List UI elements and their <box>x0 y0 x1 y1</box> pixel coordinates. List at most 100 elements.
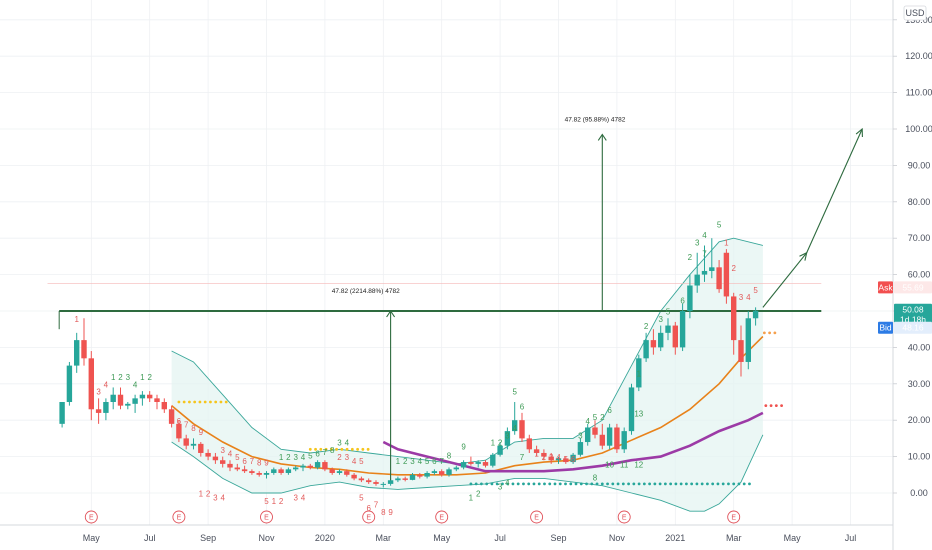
candle-body <box>628 387 635 432</box>
count-label: 5 <box>512 388 517 397</box>
earnings-label: E <box>366 515 371 522</box>
candle-body <box>468 462 474 464</box>
count-label: 5 <box>666 308 671 317</box>
earnings-label: E <box>731 515 736 522</box>
count-label: 5 <box>753 286 758 295</box>
y-tick-label: 30.00 <box>908 379 931 389</box>
count-label: 9 <box>461 442 466 451</box>
count-label: 6 <box>242 457 247 466</box>
level-dot <box>732 482 736 486</box>
candle-body <box>614 427 620 450</box>
count-label: 1 <box>140 373 145 382</box>
level-dot <box>548 482 552 486</box>
level-dot <box>585 482 588 486</box>
count-label: 2 <box>279 497 284 506</box>
candle-body <box>117 394 124 406</box>
level-dot <box>700 482 704 486</box>
count-label: 5 <box>235 453 240 462</box>
y-tick-label: 60.00 <box>908 270 931 280</box>
count-label: 4 <box>228 450 233 459</box>
count-label: 3 <box>293 453 298 462</box>
level-dot <box>527 482 531 486</box>
count-label: 9 <box>388 508 393 517</box>
level-dot <box>558 482 562 486</box>
y-tick-label: 110.00 <box>906 88 932 98</box>
candle-body <box>190 443 197 446</box>
candle-body <box>716 267 722 290</box>
x-tick-label: May <box>83 533 101 543</box>
ema-long-line <box>382 411 764 473</box>
level-dot <box>669 482 673 486</box>
candle-body <box>599 434 605 446</box>
candle-body <box>314 462 321 468</box>
count-label: 2 <box>337 453 342 462</box>
level-dot <box>762 331 766 335</box>
y-axis[interactable]: 0.0010.0020.0030.0040.0050.0060.0070.008… <box>892 0 932 550</box>
level-dot <box>695 482 699 486</box>
level-dot <box>742 482 746 486</box>
level-dot <box>485 482 489 486</box>
x-tick-label: Nov <box>258 533 275 543</box>
earnings-icon <box>617 510 631 524</box>
y-tick-label: 90.00 <box>908 160 931 170</box>
count-label: 6 <box>607 406 612 415</box>
projection-arrowhead <box>855 127 863 138</box>
candle-body <box>293 467 299 470</box>
count-label: 1 <box>111 373 116 382</box>
level-dot <box>737 482 741 486</box>
candle-body <box>563 458 569 463</box>
price-tag-value-bg <box>894 303 932 326</box>
candle-body <box>198 443 204 453</box>
candle-body <box>336 471 343 473</box>
candle-body <box>256 472 262 475</box>
level-dot <box>308 447 312 451</box>
level-dot <box>474 482 478 486</box>
count-label: 7 <box>702 249 707 258</box>
count-label: 6 <box>315 450 320 459</box>
count-label: 2 <box>118 373 123 382</box>
level-dot <box>768 331 772 335</box>
candle-body <box>446 469 452 475</box>
level-dot <box>648 482 652 486</box>
count-label: 6 <box>177 417 182 426</box>
count-label: 10 <box>605 461 614 470</box>
count-label: 13 <box>634 410 643 419</box>
earnings-icon <box>172 510 186 524</box>
count-label: 3 <box>695 238 700 247</box>
count-label: 3 <box>126 373 131 382</box>
candle-body <box>66 365 73 402</box>
count-label: 5 <box>593 413 598 422</box>
candle-body <box>351 474 357 479</box>
earnings-label: E <box>534 515 539 522</box>
candle-body <box>380 483 386 485</box>
count-label: 1 <box>279 453 284 462</box>
level-dot <box>780 404 783 408</box>
y-tick-label: 80.00 <box>908 197 931 207</box>
level-dot <box>188 400 191 404</box>
candle-body <box>752 310 759 319</box>
level-dot <box>490 482 494 486</box>
level-dot <box>621 482 625 486</box>
band-fill <box>171 238 763 512</box>
count-label: 8 <box>191 424 196 433</box>
level-dot <box>574 482 578 486</box>
candle-body <box>95 409 102 413</box>
candle-body <box>110 394 116 402</box>
count-label: 7 <box>439 457 444 466</box>
candle-body <box>460 462 467 468</box>
currency-badge[interactable]: USD <box>903 5 927 21</box>
candle-body <box>402 478 408 480</box>
level-dot <box>611 482 615 486</box>
x-tick-label: 2021 <box>665 533 685 543</box>
candle-body <box>555 458 562 461</box>
level-dot <box>773 331 777 335</box>
measurement-annotations: 47.82 (2214.88%) 4782 47.82 (95.88%) 4782 <box>332 117 626 481</box>
count-label: 1 <box>469 493 474 502</box>
candle-body <box>512 420 518 432</box>
candle-body <box>541 452 547 457</box>
count-label: 6 <box>432 457 437 466</box>
count-label: 2 <box>542 453 547 462</box>
count-label: 2 <box>688 253 693 262</box>
